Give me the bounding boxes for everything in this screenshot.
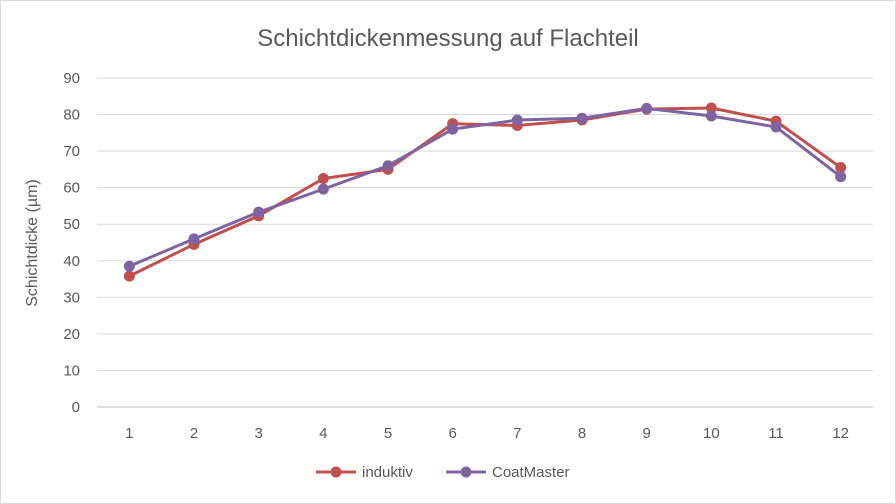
y-tick-label: 0 <box>72 399 80 416</box>
series-line <box>127 106 843 268</box>
y-tick-labels: 0 10 20 30 40 50 60 70 80 90 <box>63 70 80 416</box>
data-point <box>835 162 847 174</box>
data-point <box>641 102 653 114</box>
data-point <box>770 121 782 133</box>
legend-item-induktiv: induktiv <box>316 464 413 481</box>
y-tick-label: 70 <box>63 143 80 160</box>
x-tick-label: 2 <box>190 425 198 442</box>
x-tick-label: 3 <box>254 425 262 442</box>
x-tick-label: 6 <box>448 425 456 442</box>
x-tick-label: 1 <box>125 425 133 442</box>
data-point <box>382 160 394 172</box>
x-tick-label: 10 <box>703 425 720 442</box>
y-tick-label: 10 <box>63 362 80 379</box>
data-point <box>317 173 329 185</box>
x-tick-label: 9 <box>642 425 650 442</box>
chart-title: Schichtdickenmessung auf Flachteil <box>257 25 639 52</box>
x-tick-label: 7 <box>513 425 521 442</box>
x-tick-label: 8 <box>578 425 586 442</box>
legend-label: CoatMaster <box>492 464 570 481</box>
x-tick-label: 5 <box>384 425 392 442</box>
y-tick-label: 50 <box>63 216 80 233</box>
y-tick-label: 80 <box>63 107 80 124</box>
data-point <box>705 102 717 114</box>
data-point <box>705 110 717 122</box>
x-tick-label: 12 <box>832 425 849 442</box>
data-point <box>123 260 135 272</box>
data-point <box>835 171 847 183</box>
x-tick-labels: 1 2 3 4 5 6 7 8 9 10 11 12 <box>125 425 849 442</box>
y-tick-label: 40 <box>63 253 80 270</box>
y-tick-label: 30 <box>63 289 80 306</box>
gridlines <box>97 77 873 408</box>
data-point <box>317 183 329 195</box>
legend-swatch-marker <box>460 466 472 478</box>
data-point <box>123 270 135 282</box>
y-tick-label: 20 <box>63 326 80 343</box>
x-tick-label: 11 <box>768 425 784 442</box>
legend: induktiv CoatMaster <box>316 464 570 481</box>
data-point <box>447 123 459 135</box>
legend-label: induktiv <box>362 464 413 481</box>
y-axis-label: Schichtdicke (µm) <box>24 179 41 306</box>
data-point <box>511 114 523 126</box>
series-induktiv <box>123 102 847 282</box>
legend-swatch-marker <box>330 466 342 478</box>
series-coatmaster <box>123 102 847 272</box>
series <box>123 102 847 282</box>
data-point <box>253 206 265 218</box>
y-tick-label: 90 <box>63 70 80 87</box>
x-tick-label: 4 <box>319 425 327 442</box>
data-point <box>576 112 588 124</box>
y-tick-label: 60 <box>63 180 80 197</box>
data-point <box>188 233 200 245</box>
legend-item-coatmaster: CoatMaster <box>446 464 570 481</box>
series-line <box>127 106 843 278</box>
